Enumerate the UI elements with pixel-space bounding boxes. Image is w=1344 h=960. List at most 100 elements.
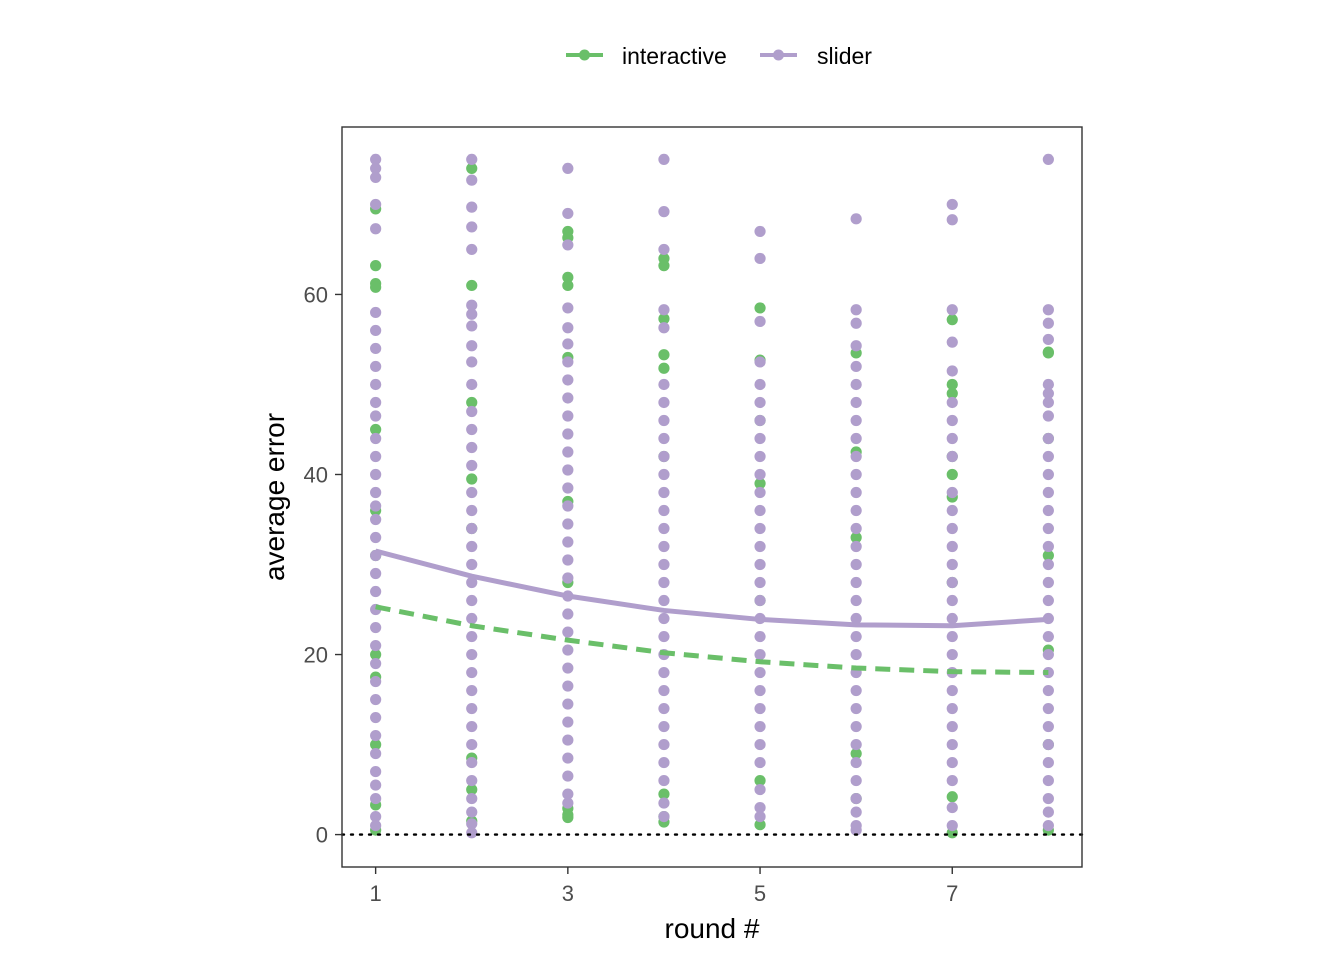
data-point-slider — [658, 558, 670, 571]
data-point-slider — [562, 680, 574, 692]
x-tick-label: 5 — [754, 881, 766, 906]
data-point-slider — [658, 540, 670, 553]
data-point-slider — [466, 827, 478, 839]
data-point-slider — [850, 432, 862, 445]
data-point-slider — [850, 378, 862, 391]
data-point-slider — [370, 162, 382, 175]
data-point-slider — [466, 340, 478, 352]
data-point-interactive — [562, 279, 574, 292]
data-point-slider — [850, 684, 862, 697]
data-point-slider — [754, 414, 766, 427]
data-point-interactive — [754, 477, 766, 490]
data-point-slider — [946, 396, 958, 409]
data-point-slider — [946, 819, 958, 832]
data-point-slider — [850, 720, 862, 733]
data-point-slider — [658, 243, 670, 256]
data-point-slider — [562, 464, 574, 476]
data-point-slider — [466, 806, 478, 818]
data-point-slider — [1042, 774, 1054, 787]
data-point-slider — [658, 756, 670, 769]
data-point-slider — [754, 356, 766, 368]
data-point-slider — [850, 774, 862, 787]
data-point-slider — [562, 572, 574, 584]
data-point-slider — [754, 540, 766, 553]
data-point-slider — [1042, 720, 1054, 733]
data-point-slider — [466, 756, 478, 769]
data-point-slider — [754, 576, 766, 589]
data-point-slider — [1042, 304, 1054, 316]
data-point-interactive — [658, 788, 670, 800]
x-axis: 1 3 5 7 — [370, 867, 958, 906]
data-point-slider — [370, 198, 382, 211]
data-point-slider — [466, 320, 478, 332]
data-point-slider — [370, 306, 382, 319]
data-point-slider — [562, 374, 574, 386]
data-point-slider — [754, 594, 766, 607]
data-point-slider — [754, 450, 766, 463]
trend-line-slider — [375, 548, 1049, 629]
data-point-slider — [370, 639, 382, 652]
data-point-slider — [562, 162, 574, 175]
data-point-slider — [1042, 806, 1054, 818]
data-point-slider — [370, 171, 382, 184]
data-point-slider — [946, 720, 958, 733]
data-point-slider — [370, 450, 382, 463]
data-point-slider — [1042, 594, 1054, 607]
data-point-slider — [1042, 702, 1054, 715]
data-point-slider — [850, 702, 862, 715]
data-point-slider — [850, 213, 862, 225]
data-point-slider — [1042, 648, 1054, 661]
data-point-slider — [946, 365, 958, 377]
data-point-interactive — [466, 396, 478, 409]
data-point-slider — [850, 304, 862, 316]
data-point-slider — [370, 765, 382, 778]
data-point-slider — [754, 783, 766, 796]
data-point-slider — [466, 356, 478, 368]
data-point-slider — [370, 500, 382, 512]
data-point-slider — [562, 482, 574, 494]
data-point-slider — [562, 788, 574, 800]
data-point-slider — [850, 317, 862, 329]
data-point-interactive — [754, 302, 766, 314]
data-point-slider — [370, 779, 382, 791]
data-point-slider — [946, 630, 958, 643]
legend-key-slider-dot — [773, 49, 784, 61]
data-point-slider — [850, 756, 862, 769]
data-point-interactive — [1042, 549, 1054, 562]
data-point-slider — [658, 206, 670, 218]
data-point-slider — [850, 612, 862, 625]
data-point-slider — [754, 648, 766, 661]
data-point-slider — [466, 486, 478, 499]
data-point-slider — [466, 243, 478, 256]
data-point-slider — [946, 214, 958, 226]
data-point-slider — [946, 576, 958, 589]
data-point-slider — [562, 500, 574, 512]
legend-key-interactive-dot — [579, 49, 590, 61]
data-point-slider — [850, 806, 862, 818]
data-point-slider — [466, 738, 478, 751]
data-point-slider — [370, 675, 382, 688]
data-point-slider — [466, 558, 478, 571]
data-point-slider — [466, 459, 478, 472]
y-tick-label: 0 — [316, 823, 328, 848]
data-point-slider — [658, 576, 670, 589]
data-point-interactive — [562, 271, 574, 283]
data-point-interactive — [658, 362, 670, 374]
data-point-slider — [754, 486, 766, 499]
data-point-slider — [1042, 738, 1054, 751]
data-point-interactive — [466, 162, 478, 175]
data-point-slider — [754, 702, 766, 715]
data-point-slider — [754, 522, 766, 535]
legend-label-slider: slider — [817, 43, 872, 69]
data-point-interactive — [754, 774, 766, 787]
data-point-slider — [658, 304, 670, 316]
data-point-slider — [562, 322, 574, 334]
data-point-slider — [658, 486, 670, 499]
data-point-slider — [946, 801, 958, 814]
data-point-slider — [754, 738, 766, 751]
data-point-slider — [1042, 576, 1054, 589]
data-point-slider — [466, 423, 478, 436]
data-point-slider — [370, 432, 382, 445]
data-point-slider — [562, 797, 574, 809]
data-point-slider — [370, 223, 382, 235]
